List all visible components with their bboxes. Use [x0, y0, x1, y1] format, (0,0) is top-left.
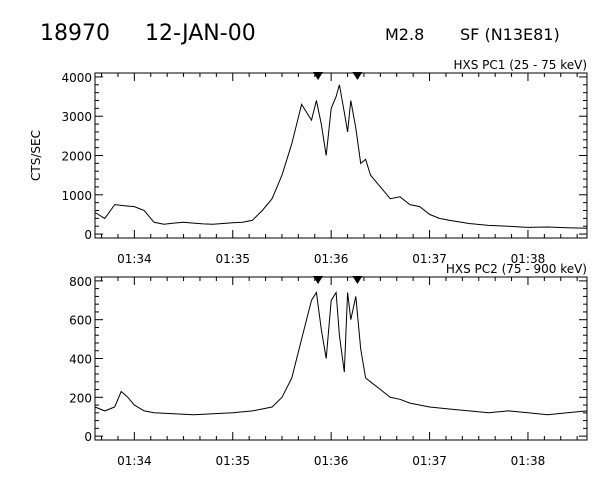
x-tick-label: 01:36 [314, 252, 349, 266]
x-tick-label: 01:38 [511, 454, 546, 468]
header: 18970 12-JAN-00 M2.8 SF (N13E81) [40, 21, 560, 46]
plot-frame [94, 72, 588, 239]
y-tick-label: 2000 [61, 150, 92, 164]
event-date: 12-JAN-00 [145, 21, 256, 46]
y-tick-label: 1000 [61, 189, 92, 203]
x-tick-label: 01:38 [511, 252, 546, 266]
y-tick-label: 3000 [61, 110, 92, 124]
x-tick-label: 01:35 [215, 252, 250, 266]
x-tick-label: 01:37 [412, 454, 447, 468]
event-number: 18970 [40, 21, 110, 46]
flare-time-marker [352, 72, 363, 80]
x-tick-label: 01:34 [117, 252, 152, 266]
panel-pc2: 01:34 01:35 01:36 01:37 01:38 0 200 400 600 800 HX… [69, 262, 588, 468]
y-tick-label: 600 [69, 314, 92, 328]
panel-title: HXS PC1 (25 - 75 keV) [453, 58, 587, 72]
goes-class: M2.8 [385, 25, 424, 44]
plot-frame [94, 276, 588, 441]
x-tick-label: 01:37 [412, 252, 447, 266]
x-tick-label: 01:34 [117, 454, 152, 468]
y-tick-label: 0 [84, 228, 92, 242]
panel-title: HXS PC2 (75 - 900 keV) [446, 262, 587, 276]
y-axis-title: CTS/SEC [29, 130, 43, 181]
y-tick-label: 0 [84, 430, 92, 444]
y-tick-label: 400 [69, 353, 92, 367]
optical-location: SF (N13E81) [460, 25, 560, 44]
flare-time-marker [313, 276, 324, 284]
flare-time-marker [313, 72, 324, 80]
y-tick-label: 4000 [61, 71, 92, 85]
panel-pc1: 01:34 01:35 01:36 01:37 01:38 0 1000 2000 3000 40… [29, 58, 588, 266]
x-tick-label: 01:35 [215, 454, 250, 468]
flare-time-marker [352, 276, 363, 284]
light-curve-line [94, 290, 588, 416]
y-tick-label: 200 [69, 391, 92, 405]
x-tick-label: 01:36 [314, 454, 349, 468]
light-curve-line [94, 84, 588, 229]
y-tick-label: 800 [69, 275, 92, 289]
